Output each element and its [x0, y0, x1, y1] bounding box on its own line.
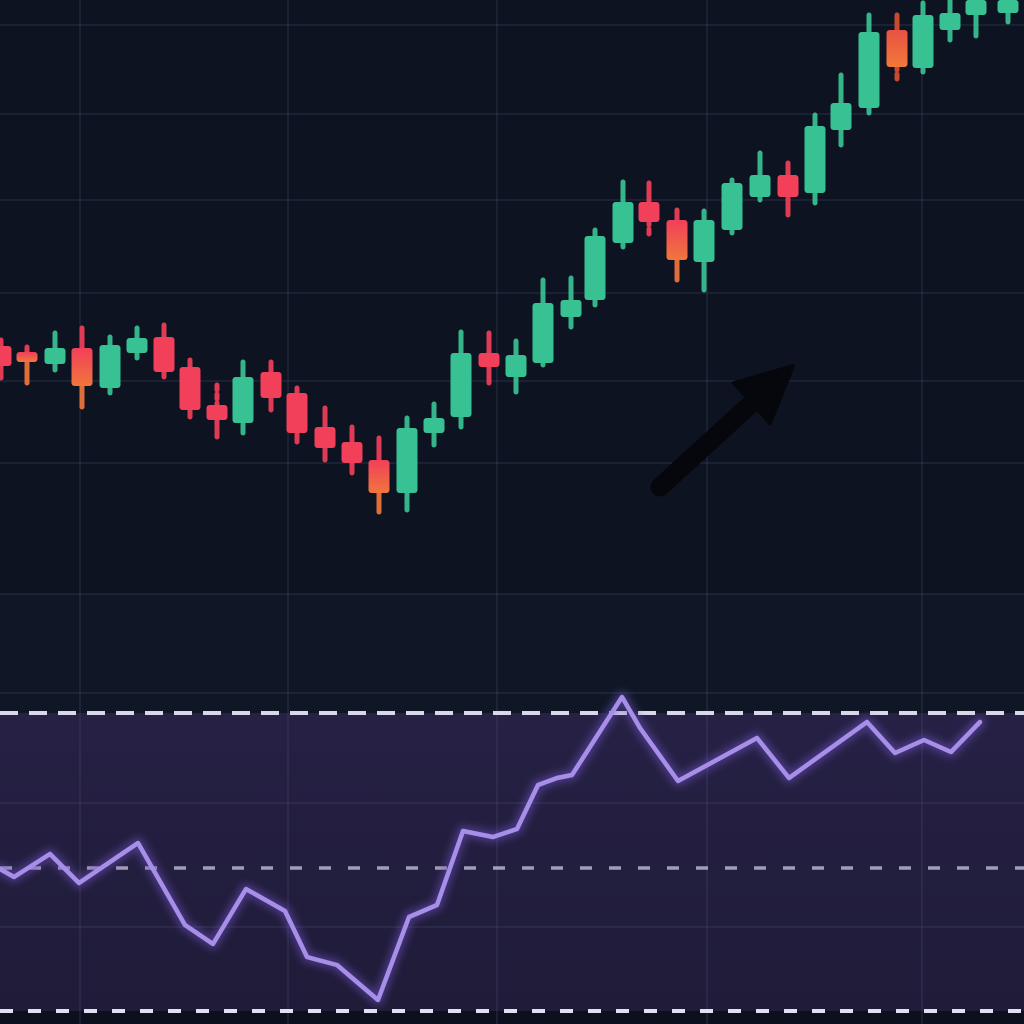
candle-body [126, 338, 148, 353]
candle [368, 435, 390, 515]
candle-body [858, 32, 880, 108]
candle-body [939, 13, 961, 30]
candle-body [232, 377, 254, 423]
candle-body [505, 355, 527, 377]
candle [638, 180, 660, 238]
footer-band [0, 1011, 1024, 1024]
candle-body [912, 15, 934, 68]
candle-body [965, 0, 987, 15]
candle [912, 0, 934, 75]
candle-body [179, 367, 201, 410]
candle [478, 330, 500, 386]
candle-body [341, 442, 363, 463]
candle-body [749, 175, 771, 197]
candle [939, 0, 961, 43]
candle-body [0, 346, 12, 366]
candle [286, 385, 308, 445]
candle [260, 359, 282, 413]
candle [693, 208, 715, 293]
candle-body [368, 460, 390, 493]
candle-body [804, 126, 826, 193]
candle [505, 338, 527, 395]
candle [206, 382, 228, 440]
candle-body [997, 0, 1019, 13]
candlestick-series [0, 0, 1019, 515]
candle-body [99, 345, 121, 388]
candle [153, 322, 175, 380]
candle [0, 337, 12, 381]
candle-body [286, 393, 308, 433]
candle-body [396, 428, 418, 493]
trend-arrow [650, 364, 795, 497]
trend-arrow-head [732, 364, 795, 425]
candle-body [153, 337, 175, 372]
candle [423, 401, 445, 448]
candle-body [478, 353, 500, 367]
candle-body [206, 405, 228, 420]
candle [560, 275, 582, 330]
candle-body [886, 30, 908, 67]
candle [16, 344, 38, 386]
candle [997, 0, 1019, 25]
pane-divider-band [0, 594, 1024, 713]
candle [584, 227, 606, 308]
momentum-line [0, 694, 983, 1003]
candle-body [721, 183, 743, 230]
candle-body [44, 348, 66, 364]
candle [532, 277, 554, 368]
candle [749, 150, 771, 203]
candle [858, 12, 880, 116]
candle-body [638, 202, 660, 222]
candle [126, 325, 148, 361]
candle-body [830, 103, 852, 130]
candle [721, 177, 743, 236]
candle [777, 160, 799, 218]
candle [314, 405, 336, 463]
candle [804, 112, 826, 206]
price-pane-background [0, 0, 1024, 594]
candle [341, 424, 363, 476]
candle [396, 415, 418, 513]
candle-body [71, 348, 93, 386]
candle-body [612, 202, 634, 243]
candle [666, 207, 688, 283]
candle [99, 334, 121, 396]
candle-body [450, 353, 472, 417]
trend-arrow-shaft [650, 393, 762, 497]
candle [965, 0, 987, 39]
candle [232, 359, 254, 436]
candle [44, 330, 66, 373]
candle-body [260, 372, 282, 398]
candle [886, 12, 908, 86]
candle [71, 325, 93, 410]
candle [179, 357, 201, 420]
candle-body [693, 220, 715, 262]
candle-body [532, 303, 554, 363]
candle [450, 329, 472, 430]
candle-body [314, 427, 336, 448]
candle-body [777, 175, 799, 197]
momentum-band-background [0, 713, 1024, 1011]
candle-body [16, 352, 38, 362]
candle-body [666, 220, 688, 260]
candle [612, 179, 634, 250]
candle-body [423, 418, 445, 433]
candle-body [584, 236, 606, 300]
candle [830, 72, 852, 148]
candle-body [560, 300, 582, 317]
